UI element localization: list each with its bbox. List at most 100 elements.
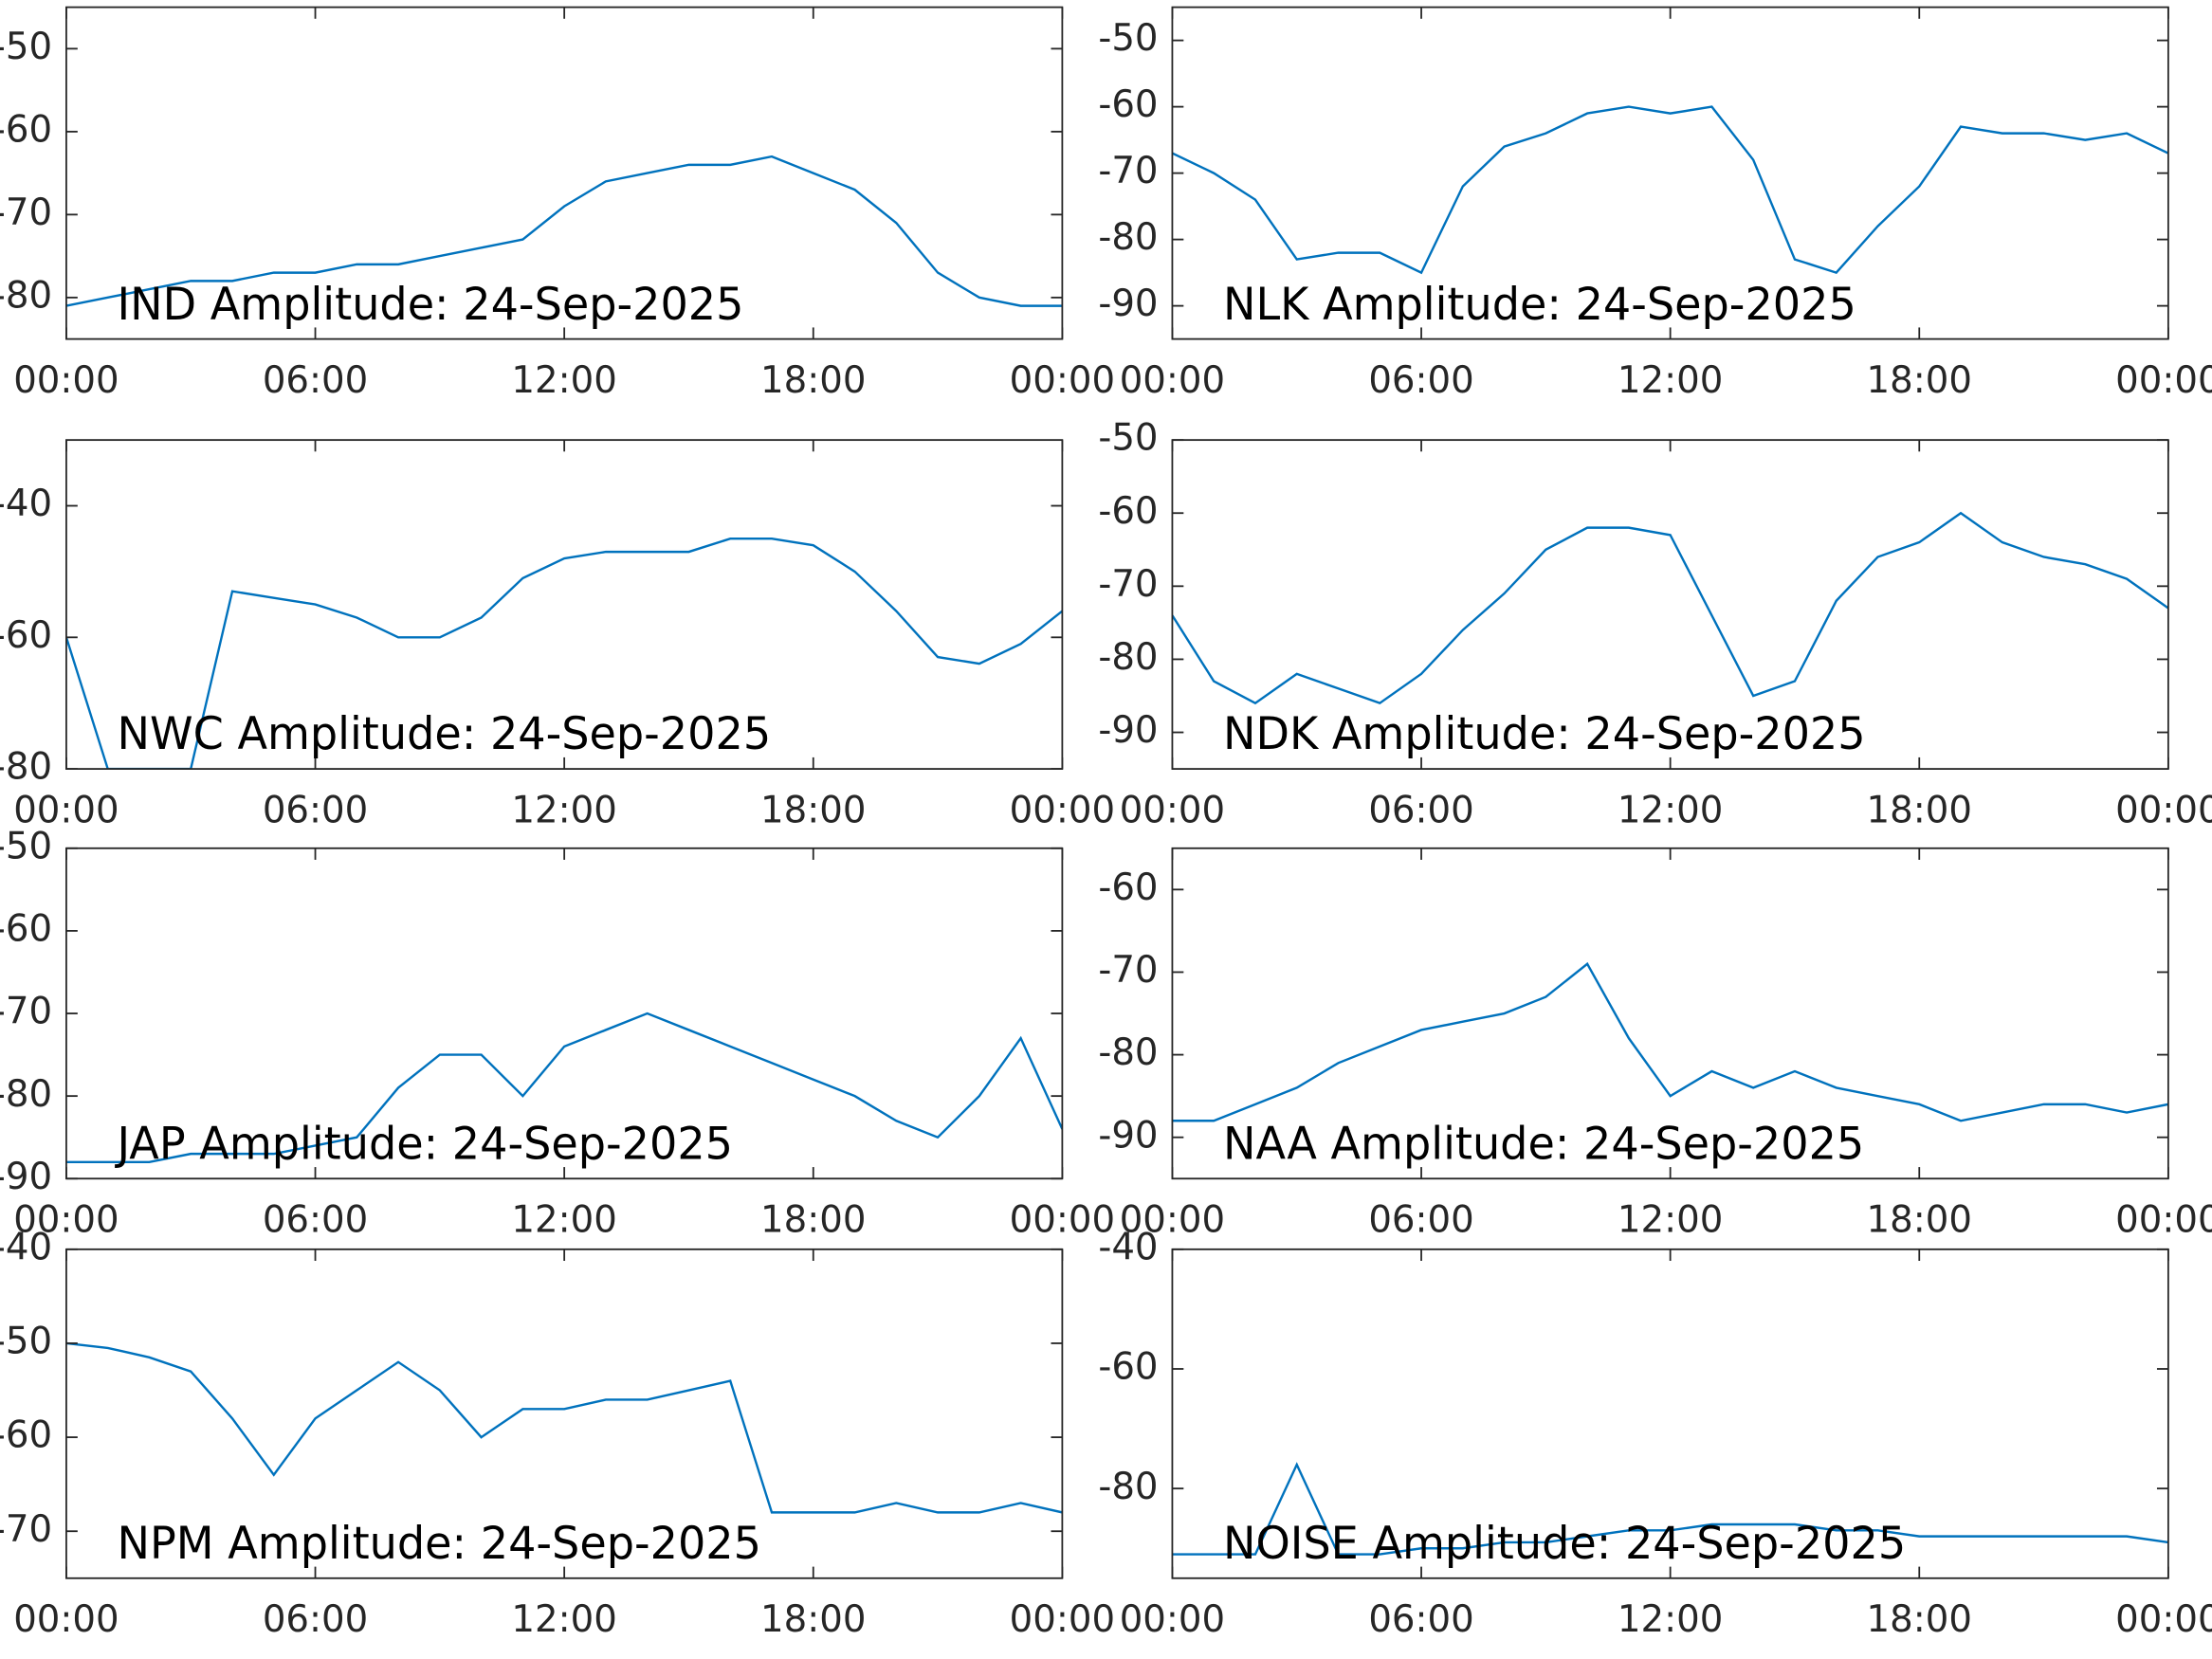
y-tick-label: -80 <box>0 745 52 789</box>
x-tick-label: 06:00 <box>1368 1598 1473 1642</box>
x-tick-label: 00:00 <box>1120 1598 1225 1642</box>
panel-title: JAP Amplitude: 24-Sep-2025 <box>115 1119 734 1171</box>
data-line <box>1172 961 2168 1122</box>
y-tick-label: -60 <box>0 108 52 152</box>
x-tick-label: 18:00 <box>760 789 866 832</box>
y-tick-label: -70 <box>0 191 52 235</box>
x-tick-label: 00:00 <box>1120 358 1225 402</box>
panel: -80 -70 -60 -50 00:00 06:00 12:00 18:00 00:00 IND… <box>0 6 1115 402</box>
x-tick-label: 12:00 <box>1618 358 1723 402</box>
y-tick-label: -60 <box>1098 489 1158 533</box>
x-tick-label: 00:00 <box>1010 1598 1115 1642</box>
panel-title: NDK Amplitude: 24-Sep-2025 <box>1223 709 1866 761</box>
y-tick-label: -60 <box>1098 866 1158 910</box>
x-tick-label: 12:00 <box>511 358 616 402</box>
x-tick-label: 00:00 <box>13 1198 119 1242</box>
panel: -90 -80 -70 -60 -50 00:00 06:00 12:00 18:00 00:00… <box>1098 416 2212 831</box>
x-tick-label: 06:00 <box>1368 1198 1473 1242</box>
y-tick-label: -60 <box>0 1413 52 1457</box>
panel-title: NLK Amplitude: 24-Sep-2025 <box>1223 279 1856 331</box>
y-tick-label: -50 <box>0 825 52 868</box>
plot-area <box>65 155 1063 307</box>
x-tick-label: 06:00 <box>263 358 368 402</box>
panel-title: NOISE Amplitude: 24-Sep-2025 <box>1223 1518 1906 1570</box>
panel: -70 -60 -50 -40 00:00 06:00 12:00 18:00 00:00 NPM… <box>0 1226 1115 1641</box>
plot-area <box>1172 105 2168 275</box>
x-tick-label: 12:00 <box>1618 1598 1723 1642</box>
x-tick-label: 12:00 <box>511 789 616 832</box>
y-tick-label: -90 <box>1098 1114 1158 1158</box>
x-tick-label: 12:00 <box>511 1598 616 1642</box>
y-tick-label: -80 <box>1098 1031 1158 1075</box>
y-tick-label: -90 <box>0 1155 52 1198</box>
x-tick-label: 12:00 <box>511 1198 616 1242</box>
y-tick-label: -80 <box>0 274 52 318</box>
y-tick-label: -50 <box>1098 416 1158 460</box>
data-line <box>65 155 1063 307</box>
x-tick-label: 00:00 <box>13 789 119 832</box>
x-tick-label: 06:00 <box>1368 358 1473 402</box>
x-tick-label: 06:00 <box>1368 789 1473 832</box>
y-tick-label: -50 <box>1098 17 1158 61</box>
y-tick-label: -60 <box>0 614 52 658</box>
y-tick-label: -80 <box>0 1072 52 1116</box>
y-tick-label: -60 <box>1098 1345 1158 1389</box>
y-tick-label: -90 <box>1098 283 1158 326</box>
y-tick-label: -50 <box>0 26 52 69</box>
y-tick-label: -80 <box>1098 216 1158 260</box>
x-tick-label: 00:00 <box>1120 1198 1225 1242</box>
x-tick-label: 00:00 <box>1120 789 1225 832</box>
panel: -80 -60 -40 00:00 06:00 12:00 18:00 00:00 NWC Am… <box>0 439 1115 832</box>
x-tick-label: 18:00 <box>1867 789 1972 832</box>
x-tick-label: 06:00 <box>263 1598 368 1642</box>
panel-title: NPM Amplitude: 24-Sep-2025 <box>117 1518 760 1570</box>
x-tick-label: 00:00 <box>13 358 119 402</box>
data-line <box>65 538 1063 770</box>
data-line <box>65 1012 1063 1164</box>
y-tick-label: -40 <box>0 483 52 526</box>
y-tick-label: -40 <box>0 1226 52 1269</box>
panel-title: NAA Amplitude: 24-Sep-2025 <box>1223 1119 1864 1171</box>
x-tick-label: 00:00 <box>13 1598 119 1642</box>
x-tick-label: 18:00 <box>760 1198 866 1242</box>
y-tick-label: -70 <box>1098 563 1158 607</box>
x-tick-label: 00:00 <box>2115 1198 2212 1242</box>
plot-area <box>65 538 1063 770</box>
plot-area <box>1172 511 2168 705</box>
plot-area <box>65 1012 1063 1164</box>
panel: -90 -80 -70 -60 00:00 06:00 12:00 18:00 00:00 NAA… <box>1098 847 2212 1242</box>
x-tick-label: 18:00 <box>1867 358 1972 402</box>
x-tick-label: 18:00 <box>1867 1198 1972 1242</box>
data-line <box>1172 511 2168 705</box>
x-tick-label: 12:00 <box>1618 1198 1723 1242</box>
y-tick-label: -80 <box>1098 636 1158 680</box>
y-tick-label: -70 <box>0 1507 52 1551</box>
x-tick-label: 12:00 <box>1618 789 1723 832</box>
y-tick-label: -60 <box>1098 83 1158 127</box>
panel: -90 -80 -70 -60 -50 00:00 06:00 12:00 18:00 00:00… <box>0 825 1115 1242</box>
data-line <box>65 1341 1063 1514</box>
x-tick-label: 00:00 <box>1010 1198 1115 1242</box>
x-tick-label: 00:00 <box>1010 789 1115 832</box>
x-tick-label: 06:00 <box>263 1198 368 1242</box>
y-tick-label: -70 <box>1098 150 1158 193</box>
plot-area <box>1172 1462 2168 1556</box>
panel: -80 -60 -40 00:00 06:00 12:00 18:00 00:00 NOISE … <box>1098 1226 2212 1641</box>
x-tick-label: 18:00 <box>1867 1598 1972 1642</box>
data-line <box>1172 1462 2168 1556</box>
x-tick-label: 06:00 <box>263 789 368 832</box>
y-tick-label: -80 <box>1098 1465 1158 1508</box>
x-tick-label: 18:00 <box>760 358 866 402</box>
x-tick-label: 18:00 <box>760 1598 866 1642</box>
y-tick-label: -70 <box>1098 949 1158 993</box>
data-line <box>1172 105 2168 275</box>
panel: -90 -80 -70 -60 -50 00:00 06:00 12:00 18:00 00:00… <box>1098 6 2212 402</box>
x-tick-label: 00:00 <box>2115 1598 2212 1642</box>
y-tick-label: -60 <box>0 907 52 951</box>
y-tick-label: -50 <box>0 1320 52 1363</box>
x-tick-label: 00:00 <box>2115 789 2212 832</box>
x-tick-label: 00:00 <box>1010 358 1115 402</box>
x-tick-label: 00:00 <box>2115 358 2212 402</box>
